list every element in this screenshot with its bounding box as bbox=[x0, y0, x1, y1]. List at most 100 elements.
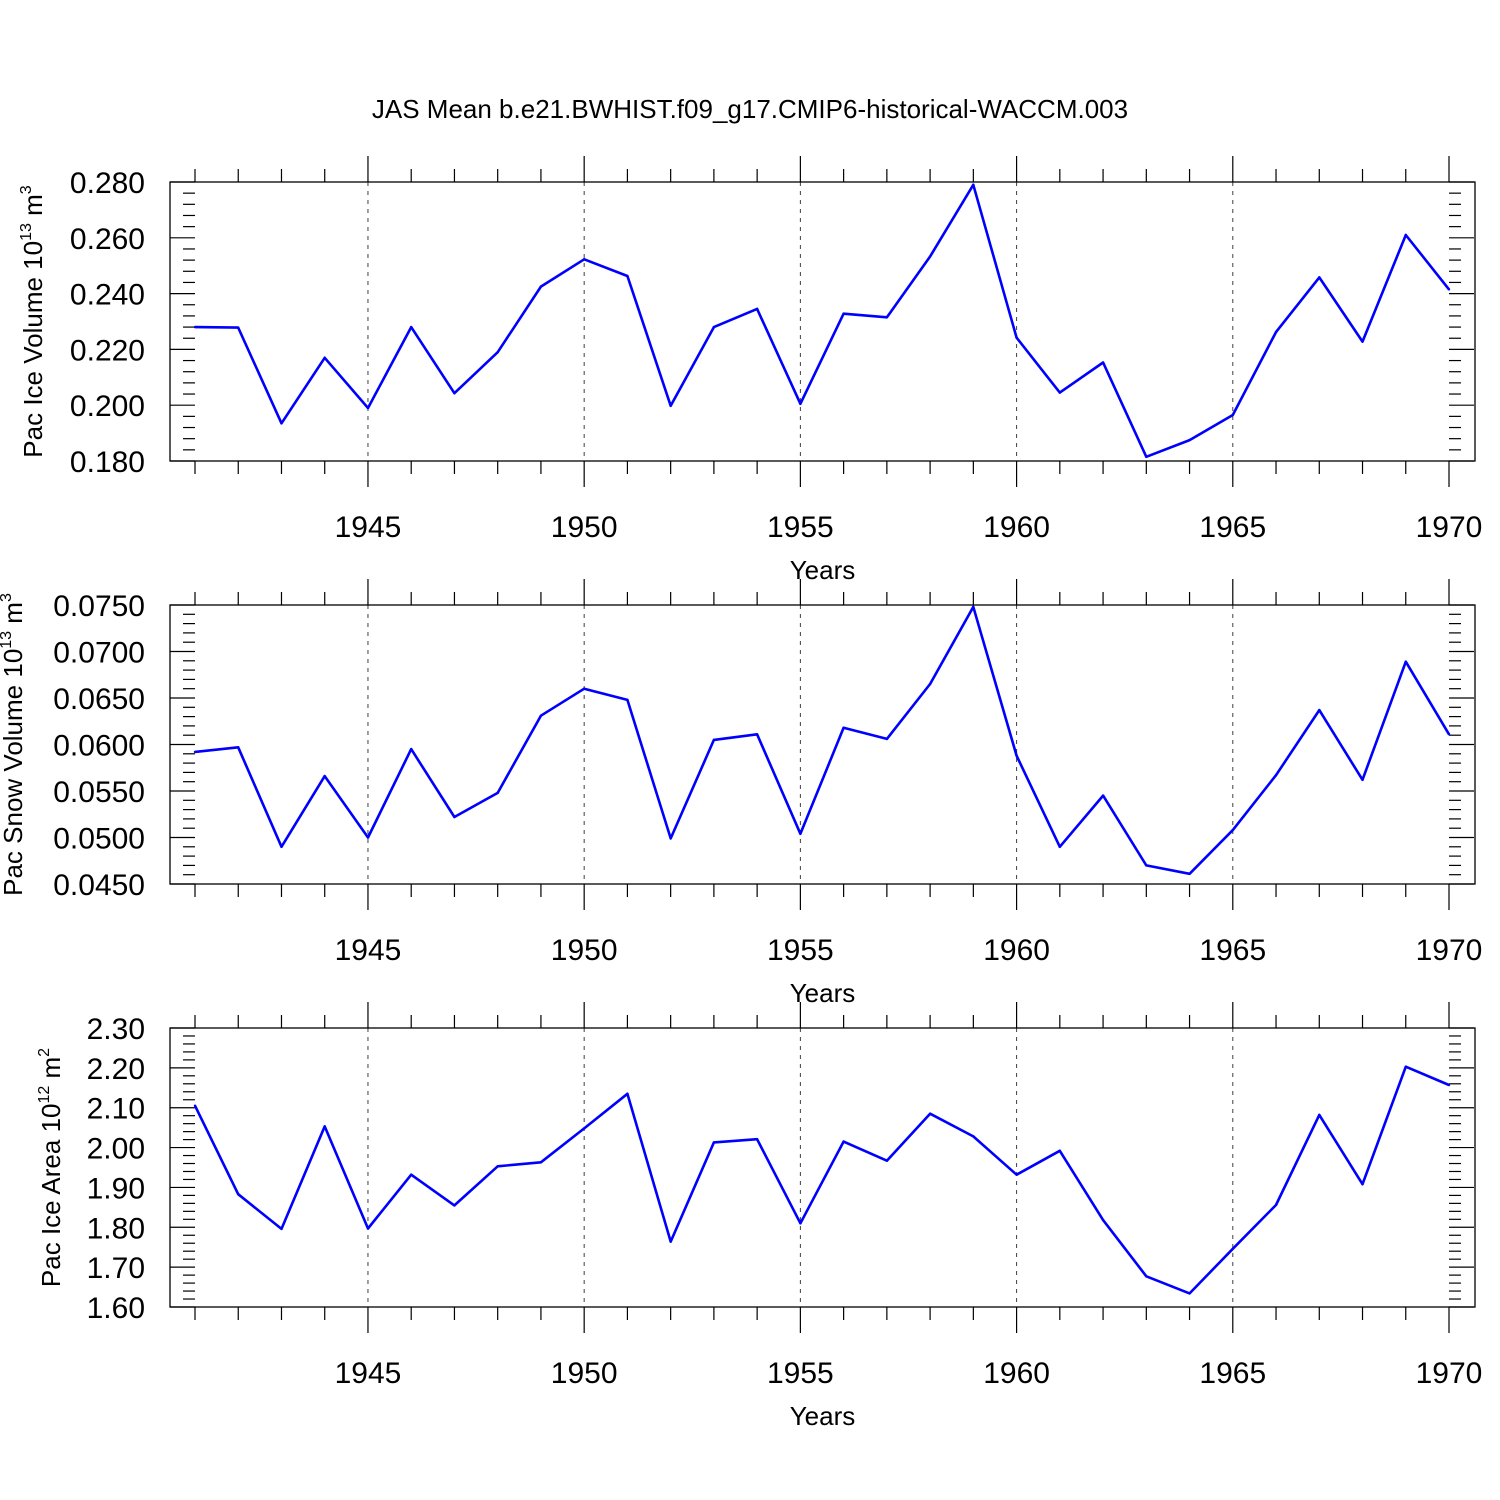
y-tick-label: 1.70 bbox=[87, 1252, 145, 1285]
x-tick-label: 1955 bbox=[767, 511, 834, 544]
data-point-1963 bbox=[1145, 1275, 1148, 1278]
data-point-1961 bbox=[1058, 391, 1062, 394]
series-line bbox=[194, 605, 1451, 876]
data-point-1958 bbox=[928, 255, 932, 258]
y-tick-label: 0.180 bbox=[70, 446, 145, 479]
data-point-1962 bbox=[1101, 361, 1105, 364]
data-point-1965 bbox=[1231, 413, 1234, 417]
data-point-1965 bbox=[1231, 1247, 1234, 1251]
x-axis-title: Years bbox=[790, 1401, 856, 1431]
data-point-1962 bbox=[1101, 794, 1105, 797]
x-tick-label: 1960 bbox=[983, 934, 1050, 967]
data-point-1969 bbox=[1404, 233, 1407, 237]
x-tick-label: 1955 bbox=[767, 934, 834, 967]
data-point-1952 bbox=[669, 837, 672, 840]
data-point-1961 bbox=[1058, 845, 1062, 848]
data-point-1956 bbox=[842, 312, 845, 315]
data-point-1968 bbox=[1361, 1183, 1364, 1186]
data-point-1947 bbox=[453, 815, 456, 819]
figure-title: JAS Mean b.e21.BWHIST.f09_g17.CMIP6-hist… bbox=[372, 94, 1128, 124]
x-tick-label: 1970 bbox=[1416, 934, 1483, 967]
chart-panel-3: 1945 1950 1955 1960 1965 1970 1.60 1.70 1.80 1.90… bbox=[36, 1002, 1482, 1431]
y-tick-label: 0.260 bbox=[70, 223, 145, 256]
x-axis-title: Years bbox=[790, 555, 856, 585]
data-point-1941 bbox=[193, 1104, 197, 1107]
x-axis-title: Years bbox=[790, 978, 856, 1008]
plot-frame bbox=[169, 604, 1476, 885]
data-point-1956 bbox=[842, 1140, 845, 1143]
data-point-1964 bbox=[1188, 872, 1191, 875]
data-point-1947 bbox=[453, 1204, 456, 1207]
data-point-1959 bbox=[972, 1135, 975, 1138]
data-point-1949 bbox=[539, 714, 543, 717]
y-tick-label: 0.220 bbox=[70, 334, 145, 367]
data-point-1947 bbox=[453, 392, 456, 395]
y-tick-label: 0.0500 bbox=[53, 823, 145, 856]
data-point-1955 bbox=[799, 832, 802, 835]
data-point-1946 bbox=[410, 747, 413, 751]
y-tick-label: 0.200 bbox=[70, 390, 145, 423]
y-tick-label: 0.0700 bbox=[53, 637, 145, 670]
x-tick-label: 1945 bbox=[335, 511, 402, 544]
data-point-1949 bbox=[539, 285, 543, 288]
data-point-1954 bbox=[755, 733, 759, 736]
data-point-1954 bbox=[755, 1138, 759, 1141]
y-axis-title: Pac Snow Volume 1013 m3 bbox=[0, 593, 28, 896]
x-tick-label: 1960 bbox=[983, 1357, 1050, 1390]
y-tick-label: 0.0600 bbox=[53, 730, 145, 763]
x-tick-label: 1950 bbox=[551, 511, 618, 544]
x-tick-label: 1965 bbox=[1199, 934, 1266, 967]
data-point-1967 bbox=[1318, 1113, 1321, 1117]
data-point-1943 bbox=[280, 422, 283, 425]
series-line bbox=[194, 183, 1451, 459]
data-point-1952 bbox=[669, 404, 672, 407]
data-point-1959 bbox=[972, 605, 975, 609]
data-point-1966 bbox=[1274, 773, 1278, 777]
x-tick-label: 1965 bbox=[1199, 511, 1266, 544]
data-point-1968 bbox=[1361, 340, 1364, 343]
data-point-1962 bbox=[1101, 1218, 1105, 1222]
data-point-1941 bbox=[193, 325, 197, 329]
data-point-1961 bbox=[1058, 1149, 1062, 1152]
y-tick-label: 1.80 bbox=[87, 1212, 145, 1245]
data-point-1950 bbox=[582, 1127, 586, 1130]
y-tick-label: 0.240 bbox=[70, 279, 145, 312]
y-tick-label: 2.10 bbox=[87, 1093, 145, 1126]
data-point-1953 bbox=[712, 1141, 716, 1144]
data-point-1970 bbox=[1447, 1083, 1451, 1087]
data-point-1963 bbox=[1145, 864, 1148, 867]
data-point-1960 bbox=[1015, 1173, 1018, 1176]
data-point-1943 bbox=[280, 1227, 283, 1231]
data-point-1968 bbox=[1361, 778, 1364, 782]
x-tick-label: 1970 bbox=[1416, 511, 1483, 544]
x-tick-label: 1945 bbox=[335, 1357, 402, 1390]
plot-frame bbox=[169, 181, 1476, 462]
data-point-1963 bbox=[1145, 455, 1148, 459]
data-point-1946 bbox=[410, 1173, 413, 1176]
data-point-1954 bbox=[755, 307, 759, 311]
data-point-1942 bbox=[237, 326, 240, 329]
y-tick-label: 1.90 bbox=[87, 1172, 145, 1205]
data-point-1952 bbox=[669, 1240, 672, 1243]
data-point-1960 bbox=[1015, 754, 1018, 757]
x-tick-label: 1950 bbox=[551, 934, 618, 967]
data-point-1966 bbox=[1274, 1203, 1278, 1207]
x-tick-label: 1955 bbox=[767, 1357, 834, 1390]
data-point-1966 bbox=[1274, 330, 1278, 334]
data-point-1945 bbox=[366, 406, 370, 410]
data-point-1959 bbox=[972, 183, 975, 186]
data-point-1948 bbox=[496, 350, 499, 354]
data-point-1945 bbox=[366, 836, 370, 839]
data-point-1958 bbox=[928, 682, 932, 686]
chart-panel-1: 1945 1950 1955 1960 1965 1970 0.180 0.200 0.220 0… bbox=[18, 156, 1482, 585]
data-point-1945 bbox=[366, 1227, 370, 1230]
x-tick-label: 1950 bbox=[551, 1357, 618, 1390]
data-point-1942 bbox=[237, 746, 240, 749]
data-point-1956 bbox=[842, 726, 845, 729]
data-point-1967 bbox=[1318, 708, 1321, 712]
data-point-1943 bbox=[280, 845, 283, 848]
y-tick-label: 2.20 bbox=[87, 1053, 145, 1086]
data-point-1965 bbox=[1231, 828, 1234, 832]
data-point-1970 bbox=[1447, 733, 1451, 736]
